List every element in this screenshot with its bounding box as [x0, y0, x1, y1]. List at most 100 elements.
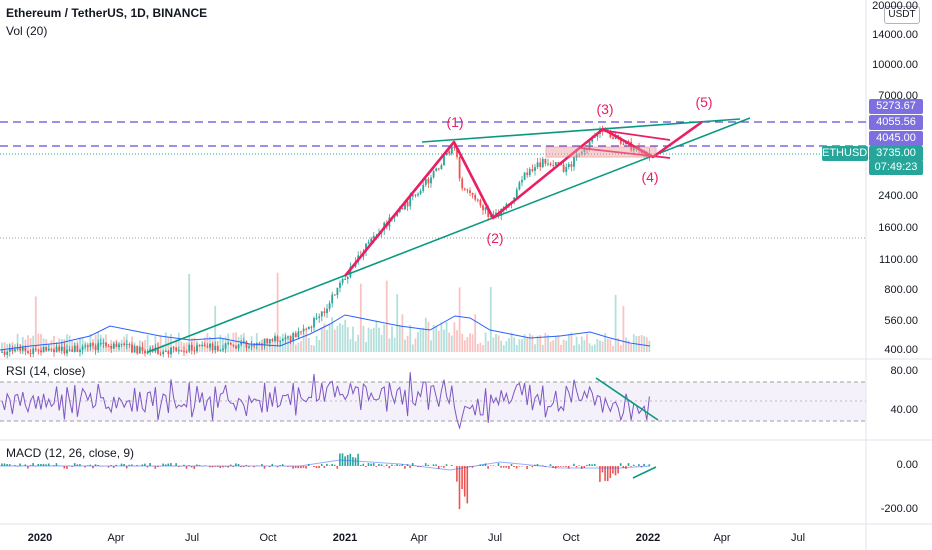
- volume-bar: [510, 332, 513, 352]
- volume-bar: [235, 332, 237, 352]
- candle-body: [34, 348, 37, 350]
- volume-bar: [536, 335, 539, 352]
- elliott-wave-path[interactable]: [343, 120, 703, 277]
- candlestick-series[interactable]: [1, 125, 651, 359]
- candle-body: [3, 351, 6, 355]
- macd-bar: [643, 463, 645, 466]
- volume-bar: [37, 333, 40, 352]
- candle-body: [432, 171, 435, 178]
- candle-body: [328, 303, 331, 309]
- candle-body: [619, 138, 622, 144]
- volume-bar: [531, 335, 534, 352]
- macd-bar: [562, 466, 565, 467]
- volume-bar: [388, 338, 391, 352]
- price-axis-label: 14000.00: [872, 29, 918, 41]
- macd-trendline[interactable]: [632, 466, 657, 479]
- time-axis-label: Jul: [487, 532, 503, 544]
- macd-legend[interactable]: MACD (12, 26, close, 9): [6, 446, 135, 460]
- volume-bar: [393, 337, 396, 352]
- macd-bar: [313, 466, 315, 468]
- volume-bar: [385, 280, 388, 352]
- candle-body: [136, 346, 139, 354]
- rsi-trendline[interactable]: [595, 377, 659, 421]
- volume-legend[interactable]: Vol (20): [6, 24, 48, 38]
- consolidation-box[interactable]: [545, 146, 657, 158]
- macd-bar: [240, 466, 242, 468]
- candle-body: [170, 347, 172, 355]
- macd-bar: [276, 466, 279, 468]
- currency-button[interactable]: USDT: [884, 6, 920, 24]
- volume-bar: [437, 330, 440, 352]
- macd-bar: [515, 466, 518, 469]
- macd-bar: [536, 463, 539, 466]
- volume-bar: [570, 332, 573, 352]
- volume-bar: [482, 345, 484, 352]
- volume-bar: [6, 343, 9, 352]
- macd-bar: [302, 466, 305, 468]
- candle-body: [94, 345, 97, 351]
- volume-bar: [406, 335, 409, 352]
- macd-bar: [253, 466, 255, 468]
- volume-bar: [614, 294, 617, 352]
- time-axis-label: Oct: [259, 532, 277, 544]
- trendline-upper-resistance[interactable]: [421, 118, 741, 143]
- volume-bar: [528, 333, 531, 352]
- price-tag-5273: 5273.67: [869, 99, 923, 114]
- volume-bar: [162, 344, 165, 352]
- macd-bar: [281, 464, 284, 466]
- volume-bar: [575, 336, 578, 352]
- macd-bar: [125, 466, 128, 469]
- macd-bar: [573, 463, 575, 466]
- candle-body: [430, 177, 432, 184]
- candle-body: [479, 199, 482, 206]
- trendline-lower-support[interactable]: [147, 117, 751, 353]
- time-axis-label: Apr: [713, 532, 731, 544]
- price-axis-label: 20000.00: [872, 0, 918, 12]
- candle-body: [492, 214, 495, 216]
- candle-body: [131, 344, 133, 353]
- volume-bar: [66, 334, 68, 352]
- candle-body: [435, 168, 438, 172]
- candle-body: [214, 346, 217, 351]
- candle-body: [474, 195, 477, 200]
- macd-bar: [591, 464, 593, 466]
- volume-bar: [375, 320, 378, 352]
- macd-bar: [84, 466, 86, 468]
- volume-bar: [443, 329, 445, 352]
- macd-bar: [518, 466, 521, 467]
- macd-bar: [107, 466, 110, 468]
- macd-bar: [42, 463, 45, 466]
- volume-bar: [68, 335, 71, 352]
- triangle-lower-line[interactable]: [579, 147, 671, 159]
- chart-title[interactable]: Ethereum / TetherUS, 1D, BINANCE: [6, 6, 208, 20]
- candle-body: [349, 266, 352, 278]
- candle-body: [180, 350, 183, 352]
- candle-body: [541, 158, 544, 168]
- candle-body: [570, 164, 573, 167]
- price-axis-label: 10000.00: [872, 59, 918, 71]
- candle-body: [565, 167, 568, 172]
- candle-body: [232, 344, 235, 347]
- candle-body: [279, 340, 282, 342]
- macd-bar: [513, 466, 515, 468]
- macd-bar: [227, 466, 229, 468]
- macd-bar: [588, 463, 591, 466]
- candle-body: [32, 348, 35, 354]
- rsi-legend[interactable]: RSI (14, close): [6, 364, 86, 378]
- macd-line: [0, 459, 651, 471]
- macd-bar: [526, 466, 528, 469]
- macd-bar: [601, 466, 604, 473]
- volume-bar: [479, 342, 482, 352]
- volume-bar: [27, 335, 29, 352]
- volume-bar: [292, 344, 295, 352]
- volume-bar: [518, 339, 521, 352]
- volume-bar: [287, 336, 289, 352]
- candle-body: [476, 199, 479, 201]
- candle-body: [341, 278, 344, 283]
- candle-body: [336, 287, 339, 296]
- triangle-upper-line[interactable]: [599, 129, 671, 141]
- candle-body: [138, 347, 141, 354]
- volume-bar: [609, 339, 612, 352]
